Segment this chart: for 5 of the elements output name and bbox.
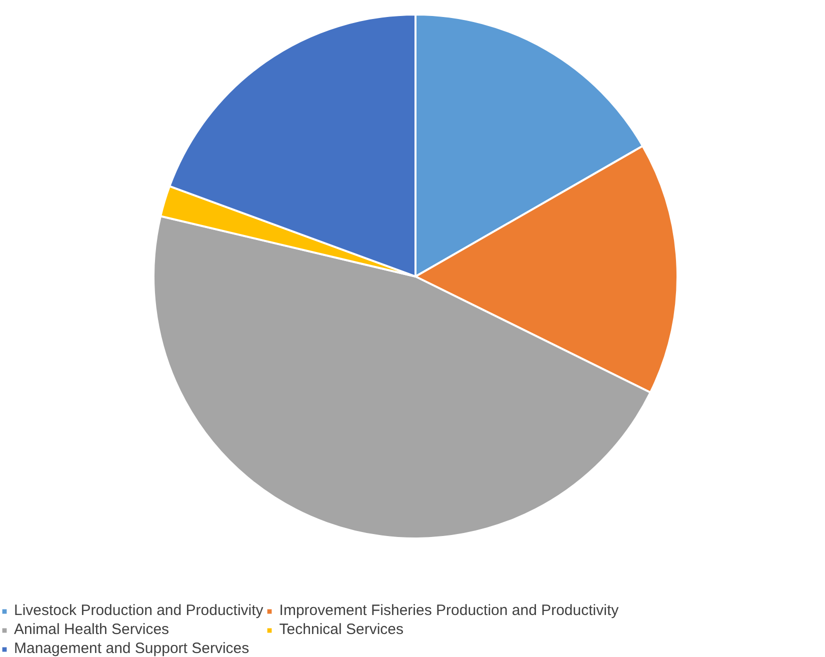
legend-label: Livestock Production and Productivity: [14, 602, 264, 619]
legend-label: Technical Services: [279, 621, 404, 638]
legend-label: Improvement Fisheries Production and Productivity: [279, 602, 619, 619]
legend-label: Management and Support Services: [14, 640, 250, 657]
legend-label: Animal Health Services: [14, 621, 170, 638]
